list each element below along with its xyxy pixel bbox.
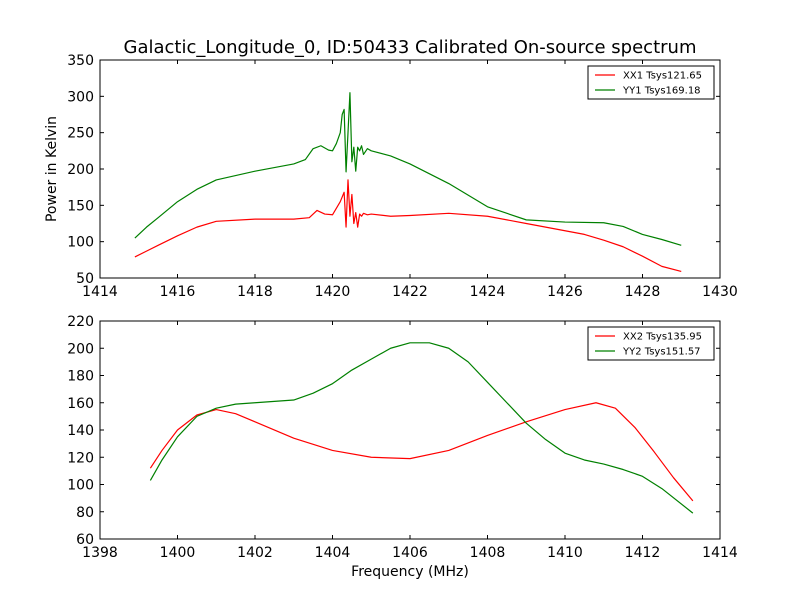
x-tick-label: 1408: [470, 545, 506, 561]
x-tick-label: 1406: [392, 545, 428, 561]
x-tick-label: 1426: [547, 284, 583, 300]
legend-entry: XX2 Tsys135.95: [623, 332, 702, 343]
x-tick-label: 1414: [82, 284, 118, 300]
legend-entry: YY1 Tsys169.18: [622, 86, 701, 97]
legend-entry: YY2 Tsys151.57: [622, 347, 701, 358]
plot-panel-1: 1414 1416 1418 1420 1422 1424 1426 1428 1430 50 10…: [44, 53, 738, 300]
y-axis-label: Power in Kelvin: [44, 116, 60, 222]
y-tick-label: 120: [67, 450, 94, 466]
legend-entry: XX1 Tsys121.65: [623, 71, 702, 82]
series-line-xx1: [134, 179, 682, 273]
x-tick-label: 1400: [160, 545, 196, 561]
legend-box: [587, 65, 715, 100]
series-group: [134, 92, 682, 273]
x-tick-label: 1402: [237, 545, 273, 561]
x-tick-label: 1430: [702, 284, 738, 300]
y-tick-label: 200: [67, 341, 94, 357]
y-tick-label: 200: [67, 162, 94, 178]
y-tick-label: 80: [76, 505, 94, 521]
x-tick-label: 1410: [547, 545, 583, 561]
y-tick-label: 50: [76, 271, 94, 287]
y-tick-label: 100: [67, 235, 94, 251]
y-tick-label: 300: [67, 89, 94, 105]
x-tick-label: 1422: [392, 284, 428, 300]
legend-box: [587, 326, 715, 361]
y-tick-label: 100: [67, 478, 94, 494]
x-tick-label: 1420: [315, 284, 351, 300]
y-tick-label: 60: [76, 532, 94, 548]
x-tick-label: 1424: [470, 284, 506, 300]
series-line-yy2: [149, 342, 694, 514]
x-tick-label: 1416: [160, 284, 196, 300]
x-tick-label: 1412: [625, 545, 661, 561]
x-tick-label: 1414: [702, 545, 738, 561]
y-tick-label: 350: [67, 53, 94, 69]
series-group: [149, 342, 694, 514]
x-tick-label: 1398: [82, 545, 118, 561]
y-tick-label: 180: [67, 369, 94, 385]
y-tick-label: 250: [67, 126, 94, 142]
y-tick-label: 150: [67, 198, 94, 214]
series-line-yy1: [134, 92, 682, 246]
plot-layer: 1414 1416 1418 1420 1422 1424 1426 1428 1430 50 10…: [44, 53, 738, 580]
y-tick-label: 140: [67, 423, 94, 439]
legend: XX1 Tsys121.65 YY1 Tsys169.18: [587, 65, 715, 100]
y-tick-label: 220: [67, 314, 94, 330]
x-axis-label: Frequency (MHz): [351, 564, 469, 580]
y-tick-label: 160: [67, 396, 94, 412]
x-tick-label: 1428: [625, 284, 661, 300]
chart-title: Galactic_Longitude_0, ID:50433 Calibrate…: [124, 37, 697, 58]
legend: XX2 Tsys135.95 YY2 Tsys151.57: [587, 326, 715, 361]
x-tick-label: 1418: [237, 284, 273, 300]
plot-panel-2: 1398 1400 1402 1404 1406 1408 1410 1412 1414 60 80…: [67, 314, 738, 580]
x-tick-label: 1404: [315, 545, 351, 561]
